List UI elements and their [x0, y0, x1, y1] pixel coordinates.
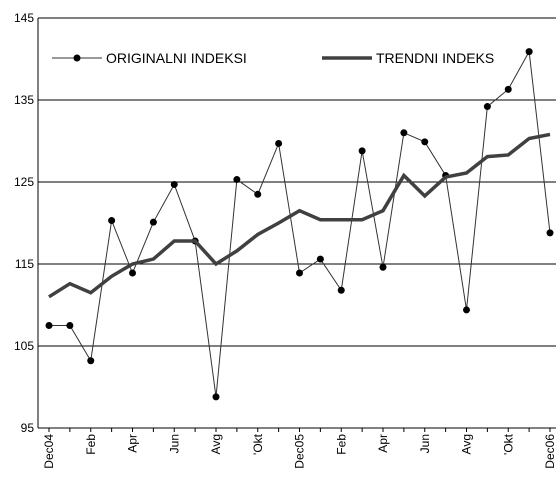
point: [149, 218, 157, 226]
x-tick-label: Dec05: [293, 434, 307, 469]
x-tick-label: Feb: [84, 434, 98, 455]
x-tick-label: Apr: [126, 434, 140, 453]
point: [296, 269, 303, 277]
point: [45, 322, 53, 329]
x-tick-label: Avg: [209, 434, 223, 454]
x-tick-label: Avg: [460, 434, 474, 454]
y-tick-label: 105: [14, 339, 34, 353]
point: [233, 176, 241, 184]
point: [483, 103, 491, 111]
legend-marker: [73, 54, 81, 62]
x-tick-label: Apr: [376, 434, 390, 453]
y-tick-label: 95: [21, 421, 35, 435]
point: [358, 147, 366, 155]
point: [463, 306, 470, 314]
point: [337, 286, 345, 294]
y-tick-label: 135: [14, 93, 34, 107]
x-tick-label: Dec04: [42, 434, 56, 469]
point: [87, 357, 95, 365]
point: [66, 322, 74, 329]
point: [400, 129, 408, 137]
x-tick-label: Jun: [167, 434, 181, 453]
y-tick-label: 125: [14, 175, 34, 189]
y-tick-label: 115: [15, 257, 34, 271]
point: [129, 269, 136, 277]
point: [525, 48, 533, 56]
x-tick-label: 'Okt: [251, 433, 265, 455]
x-tick-label: Dec06: [543, 434, 557, 469]
x-tick-label: 'Okt: [501, 433, 515, 455]
point: [254, 190, 262, 198]
point: [316, 255, 324, 263]
point: [546, 229, 554, 237]
point: [212, 393, 220, 401]
point: [504, 85, 512, 93]
x-tick-label: Feb: [334, 434, 348, 455]
legend-label: TRENDNI INDEKS: [376, 50, 494, 66]
series-line: [48, 132, 551, 299]
point: [275, 139, 283, 147]
x-tick-label: Jun: [418, 434, 432, 453]
point: [170, 180, 178, 188]
point: [379, 263, 387, 271]
series-line: [49, 50, 551, 397]
point: [421, 138, 429, 146]
y-tick-label: 145: [14, 11, 34, 25]
point: [108, 217, 116, 225]
legend-label: ORIGINALNI INDEKSI: [106, 50, 247, 66]
